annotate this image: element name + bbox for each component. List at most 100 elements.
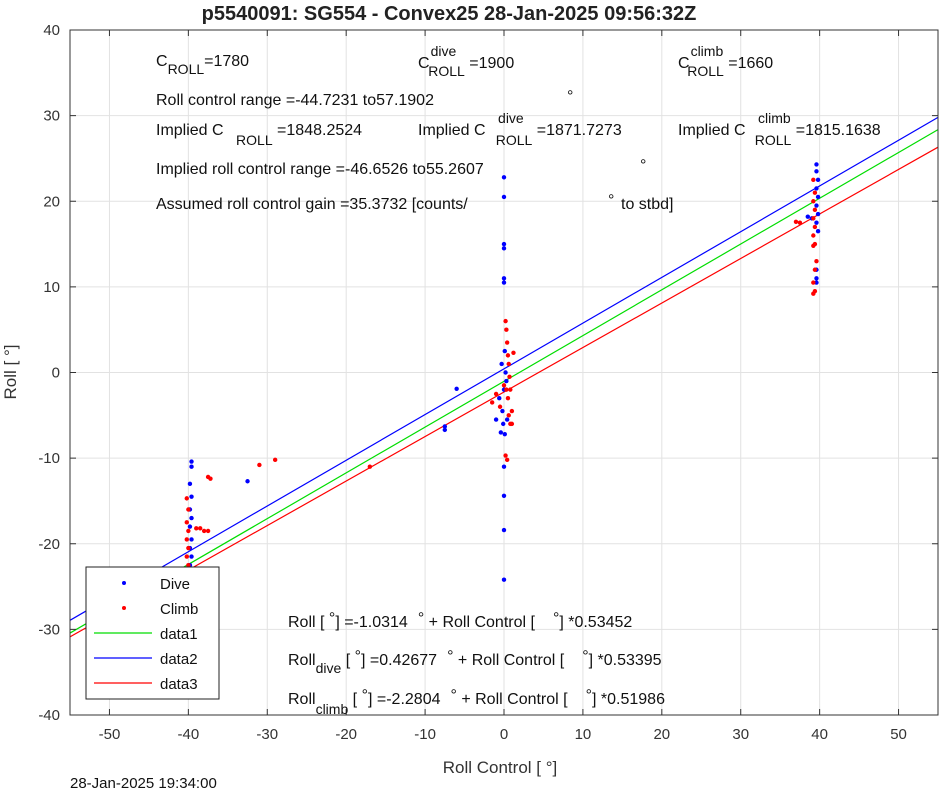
point-climb — [511, 350, 516, 356]
point-dive — [504, 378, 509, 384]
fit-line-data2 — [69, 116, 939, 621]
annotation-range: Roll control range =-44.7231 to57.1902 — [156, 92, 434, 109]
point-dive — [497, 395, 502, 401]
point-climb — [812, 267, 818, 272]
annotation-implied-c: Implied C ROLL =1848.2524 — [156, 122, 362, 148]
point-climb — [184, 496, 189, 501]
y-tick-label: 30 — [43, 108, 60, 125]
point-dive — [498, 430, 504, 435]
point-climb — [205, 528, 211, 534]
annotation-fit-all: Roll [ °] =-1.0314 ° + Roll Control [°] *… — [288, 610, 632, 631]
point-dive — [501, 175, 507, 180]
point-dive — [189, 554, 194, 559]
x-tick-label: -30 — [256, 726, 278, 743]
degree-mark: ° — [608, 192, 614, 209]
point-climb — [812, 190, 818, 195]
legend-marker-climb — [122, 606, 126, 610]
point-climb — [186, 545, 191, 551]
x-tick-label: 0 — [500, 726, 508, 743]
annotation-c-roll-climb: Cclimb ROLL =1660 — [678, 43, 773, 79]
x-tick-label: 40 — [811, 726, 828, 743]
x-tick-label: 20 — [653, 726, 670, 743]
point-climb — [507, 374, 512, 379]
point-dive — [499, 361, 504, 367]
point-dive — [502, 348, 507, 354]
fit-line-data1 — [69, 129, 939, 634]
point-dive — [189, 459, 194, 464]
y-tick-label: 10 — [43, 279, 60, 296]
degree-mark: ° — [640, 157, 646, 174]
point-dive — [189, 464, 194, 469]
legend-label-data3: data3 — [160, 676, 198, 693]
point-climb — [186, 507, 191, 512]
point-climb — [501, 383, 507, 388]
point-climb — [184, 554, 189, 559]
point-dive — [500, 408, 505, 414]
point-climb — [811, 233, 816, 238]
annotation-gain-end: to stbd] — [621, 196, 673, 213]
point-dive — [187, 481, 193, 487]
x-tick-label: 30 — [732, 726, 749, 743]
point-climb — [505, 353, 511, 358]
point-climb — [508, 387, 513, 392]
y-tick-labels: -40 -30 -20 -10 0 10 20 30 40 — [38, 22, 938, 724]
legend-label-data1: data1 — [160, 626, 198, 643]
x-tick-label: 50 — [890, 726, 907, 743]
point-dive — [503, 370, 508, 375]
point-dive — [189, 515, 194, 521]
x-tick-label: -40 — [178, 726, 200, 743]
legend-label-climb: Climb — [160, 601, 198, 618]
point-dive — [815, 211, 821, 217]
point-dive — [815, 194, 821, 200]
y-tick-label: -20 — [38, 536, 60, 553]
point-dive — [442, 427, 448, 433]
point-dive — [815, 229, 821, 234]
point-dive — [501, 280, 507, 285]
point-dive — [501, 577, 507, 582]
legend-label-dive: Dive — [160, 576, 190, 593]
point-dive — [187, 524, 193, 529]
annotation-implied-range: Implied roll control range =-46.6526 to5… — [156, 161, 484, 178]
point-dive — [442, 424, 448, 429]
point-climb — [812, 224, 818, 230]
point-climb — [504, 327, 509, 332]
legend-marker-dive — [122, 581, 126, 585]
point-climb — [797, 220, 803, 225]
point-dive — [189, 537, 194, 542]
chart-title: p5540091: SG554 - Convex25 28-Jan-2025 0… — [202, 3, 697, 25]
point-dive — [814, 220, 819, 225]
point-climb — [811, 291, 816, 296]
x-tick-label: -50 — [99, 726, 121, 743]
point-climb — [272, 457, 278, 463]
point-climb — [509, 408, 515, 414]
point-climb — [811, 243, 816, 248]
point-climb — [503, 318, 508, 324]
point-dive — [493, 417, 499, 422]
point-dive — [814, 162, 819, 167]
y-tick-label: 0 — [52, 365, 60, 382]
y-tick-label: -40 — [38, 707, 60, 724]
point-climb — [497, 404, 503, 409]
point-climb — [186, 528, 191, 534]
point-climb — [184, 537, 189, 542]
point-climb — [814, 258, 819, 264]
point-climb — [184, 520, 189, 525]
point-dive — [501, 276, 507, 281]
point-dive — [814, 280, 819, 285]
point-dive — [815, 177, 821, 183]
point-climb — [194, 526, 199, 531]
x-tick-label: -10 — [414, 726, 436, 743]
point-climb — [812, 207, 818, 213]
point-dive — [502, 431, 507, 437]
point-climb — [509, 421, 515, 427]
x-tick-label: 10 — [575, 726, 592, 743]
point-climb — [811, 177, 816, 183]
annotation-gain: Assumed roll control gain =35.3732 [coun… — [156, 196, 468, 213]
point-dive — [245, 479, 250, 484]
annotation-fit-climb: Rollclimb [ °] =-2.2804 ° + Roll Control … — [288, 687, 665, 717]
point-climb — [257, 462, 262, 468]
point-dive — [504, 417, 510, 422]
x-axis-label: Roll Control [ °] — [443, 758, 558, 777]
point-climb — [186, 562, 191, 568]
